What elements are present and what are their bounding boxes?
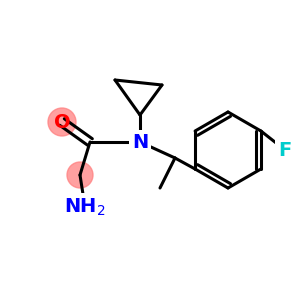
Circle shape <box>48 108 76 136</box>
Text: F: F <box>278 140 292 160</box>
Text: O: O <box>54 112 70 131</box>
Text: N: N <box>132 133 148 152</box>
Circle shape <box>67 162 93 188</box>
Text: NH$_2$: NH$_2$ <box>64 196 106 218</box>
